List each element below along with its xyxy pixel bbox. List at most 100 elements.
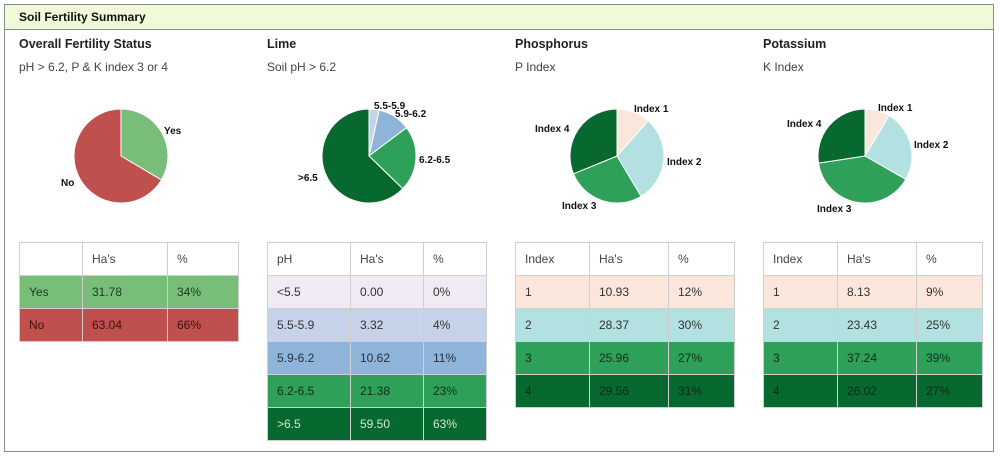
table-cell-label: 4 bbox=[515, 374, 590, 408]
pie-label-59-62: 5.9-6.2 bbox=[395, 109, 427, 120]
panel-subtitle: P Index bbox=[515, 60, 556, 74]
table-cell-pct: 25% bbox=[916, 308, 983, 342]
page-title: Soil Fertility Summary bbox=[19, 10, 146, 24]
table-cell-label: 1 bbox=[515, 275, 590, 309]
pie-label-55-59: 5.5-5.9 bbox=[374, 101, 406, 112]
table-header-cell: % bbox=[423, 242, 487, 276]
table-cell-pct: 4% bbox=[423, 308, 487, 342]
panel-potassium: Potassium K Index Index 1 Index 2 Index … bbox=[763, 30, 1000, 450]
table-cell-label: 5.9-6.2 bbox=[267, 341, 351, 375]
pie-label-yes: Yes bbox=[164, 126, 182, 137]
panel-subtitle: pH > 6.2, P & K index 3 or 4 bbox=[19, 60, 168, 74]
pie-label-index-2: Index 2 bbox=[914, 140, 949, 151]
table-row: >6.5 59.50 63% bbox=[267, 407, 487, 441]
table-header-cell: % bbox=[167, 242, 239, 276]
table-row: Yes 31.78 34% bbox=[19, 275, 239, 309]
table-header-cell: % bbox=[916, 242, 983, 276]
panel-overall-fertility: Overall Fertility Status pH > 6.2, P & K… bbox=[19, 30, 266, 450]
panel-phosphorus: Phosphorus P Index Index 1 Index 2 Index… bbox=[515, 30, 762, 450]
table-cell-pct: 63% bbox=[423, 407, 487, 441]
table-cell-pct: 66% bbox=[167, 308, 239, 342]
table-cell-label: 6.2-6.5 bbox=[267, 374, 351, 408]
table-header-cell: Index bbox=[515, 242, 590, 276]
table-header-row: Ha's % bbox=[19, 242, 239, 276]
table-row: 2 23.43 25% bbox=[763, 308, 983, 342]
table-cell-pct: 27% bbox=[916, 374, 983, 408]
table-cell-has: 26.02 bbox=[837, 374, 917, 408]
table-cell-label: 2 bbox=[515, 308, 590, 342]
table-cell-label: 2 bbox=[763, 308, 838, 342]
table-cell-label: Yes bbox=[19, 275, 83, 309]
table-row: <5.5 0.00 0% bbox=[267, 275, 487, 309]
table-cell-has: 23.43 bbox=[837, 308, 917, 342]
pie-slice-4 bbox=[569, 108, 618, 175]
phosphorus-table: Index Ha's % 1 10.93 12% 2 28.37 30% 3 2… bbox=[515, 242, 735, 408]
table-cell-has: 10.93 bbox=[589, 275, 669, 309]
pie-slice-2 bbox=[864, 114, 913, 181]
pie-label-index-4: Index 4 bbox=[787, 119, 822, 130]
pie-chart-overall: Yes No bbox=[61, 108, 182, 204]
table-cell-pct: 31% bbox=[668, 374, 735, 408]
table-row: 3 25.96 27% bbox=[515, 341, 735, 375]
panel-title: Phosphorus bbox=[515, 37, 588, 51]
table-cell-has: 21.38 bbox=[350, 374, 424, 408]
table-cell-has: 25.96 bbox=[589, 341, 669, 375]
table-header-row: Index Ha's % bbox=[763, 242, 983, 276]
pie-slice-4 bbox=[817, 108, 866, 164]
table-header-cell: % bbox=[668, 242, 735, 276]
table-cell-pct: 0% bbox=[423, 275, 487, 309]
table-row: 5.9-6.2 10.62 11% bbox=[267, 341, 487, 375]
table-cell-pct: 12% bbox=[668, 275, 735, 309]
pie-label-index-3: Index 3 bbox=[817, 204, 852, 215]
table-cell-has: 31.78 bbox=[82, 275, 168, 309]
table-cell-label: 1 bbox=[763, 275, 838, 309]
table-row: No 63.04 66% bbox=[19, 308, 239, 342]
pie-label-index-2: Index 2 bbox=[667, 157, 702, 168]
table-cell-has: 10.62 bbox=[350, 341, 424, 375]
table-cell-pct: 39% bbox=[916, 341, 983, 375]
panel-title: Potassium bbox=[763, 37, 827, 51]
table-row: 3 37.24 39% bbox=[763, 341, 983, 375]
panel-lime: Lime Soil pH > 6.2 5.5-5.9 5.9-6.2 6.2-6… bbox=[267, 30, 514, 450]
table-cell-has: 59.50 bbox=[350, 407, 424, 441]
table-cell-has: 28.37 bbox=[589, 308, 669, 342]
pie-label-no: No bbox=[61, 178, 74, 189]
pie-slice-no bbox=[73, 108, 163, 204]
table-cell-pct: 23% bbox=[423, 374, 487, 408]
table-cell-has: 0.00 bbox=[350, 275, 424, 309]
table-cell-pct: 34% bbox=[167, 275, 239, 309]
pie-slice-3 bbox=[817, 155, 907, 204]
table-row: 1 8.13 9% bbox=[763, 275, 983, 309]
table-row: 1 10.93 12% bbox=[515, 275, 735, 309]
pie-slice-3 bbox=[572, 155, 642, 204]
pie-label-gt65: >6.5 bbox=[298, 173, 318, 184]
table-row: 2 28.37 30% bbox=[515, 308, 735, 342]
potassium-table: Index Ha's % 1 8.13 9% 2 23.43 25% 3 37.… bbox=[763, 242, 983, 408]
table-cell-label: 5.5-5.9 bbox=[267, 308, 351, 342]
table-header-row: Index Ha's % bbox=[515, 242, 735, 276]
panel-subtitle: Soil pH > 6.2 bbox=[267, 60, 337, 74]
panel-title: Lime bbox=[267, 37, 297, 51]
table-cell-label: <5.5 bbox=[267, 275, 351, 309]
table-header-cell: Ha's bbox=[589, 242, 669, 276]
table-header-cell: Ha's bbox=[350, 242, 424, 276]
pie-chart-potassium: Index 1 Index 2 Index 3 Index 4 bbox=[787, 103, 949, 215]
table-cell-pct: 9% bbox=[916, 275, 983, 309]
table-row: 6.2-6.5 21.38 23% bbox=[267, 374, 487, 408]
table-cell-label: 3 bbox=[763, 341, 838, 375]
summary-title-bar: Soil Fertility Summary bbox=[4, 4, 994, 30]
table-header-cell: Ha's bbox=[82, 242, 168, 276]
table-cell-label: 4 bbox=[763, 374, 838, 408]
table-header-cell: Ha's bbox=[837, 242, 917, 276]
table-cell-has: 29.56 bbox=[589, 374, 669, 408]
pie-slice-6-5 bbox=[321, 108, 404, 204]
pie-slice-yes bbox=[120, 108, 169, 181]
table-cell-has: 8.13 bbox=[837, 275, 917, 309]
table-cell-has: 63.04 bbox=[82, 308, 168, 342]
table-cell-label: No bbox=[19, 308, 83, 342]
table-cell-label: 3 bbox=[515, 341, 590, 375]
pie-label-62-65: 6.2-6.5 bbox=[419, 155, 451, 166]
table-cell-pct: 30% bbox=[668, 308, 735, 342]
table-cell-label: >6.5 bbox=[267, 407, 351, 441]
pie-label-index-1: Index 1 bbox=[878, 103, 913, 114]
